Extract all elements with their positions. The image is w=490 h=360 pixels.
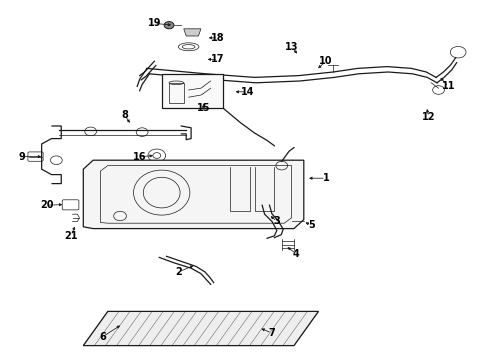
Text: 9: 9 bbox=[19, 152, 25, 162]
Bar bbox=[162, 74, 223, 108]
Text: 8: 8 bbox=[122, 110, 128, 120]
Polygon shape bbox=[184, 29, 201, 36]
Polygon shape bbox=[83, 160, 304, 229]
Text: 13: 13 bbox=[285, 42, 298, 52]
Text: 16: 16 bbox=[133, 152, 147, 162]
Text: 2: 2 bbox=[175, 267, 182, 277]
Polygon shape bbox=[83, 311, 318, 346]
Text: 20: 20 bbox=[40, 200, 53, 210]
Text: 1: 1 bbox=[322, 173, 329, 183]
Circle shape bbox=[164, 22, 174, 29]
Text: 10: 10 bbox=[319, 56, 333, 66]
Text: 4: 4 bbox=[293, 249, 300, 259]
Text: 19: 19 bbox=[147, 18, 161, 28]
Text: 17: 17 bbox=[211, 54, 225, 64]
Text: 6: 6 bbox=[99, 332, 106, 342]
Circle shape bbox=[289, 218, 299, 225]
Text: 21: 21 bbox=[64, 231, 78, 241]
Bar bbox=[169, 83, 184, 103]
Text: 11: 11 bbox=[441, 81, 455, 91]
Text: 18: 18 bbox=[211, 33, 225, 43]
Text: 7: 7 bbox=[269, 328, 275, 338]
Text: 14: 14 bbox=[241, 87, 254, 97]
Text: 12: 12 bbox=[422, 112, 436, 122]
Text: 15: 15 bbox=[196, 103, 210, 113]
Text: 5: 5 bbox=[308, 220, 315, 230]
Text: 3: 3 bbox=[273, 216, 280, 226]
